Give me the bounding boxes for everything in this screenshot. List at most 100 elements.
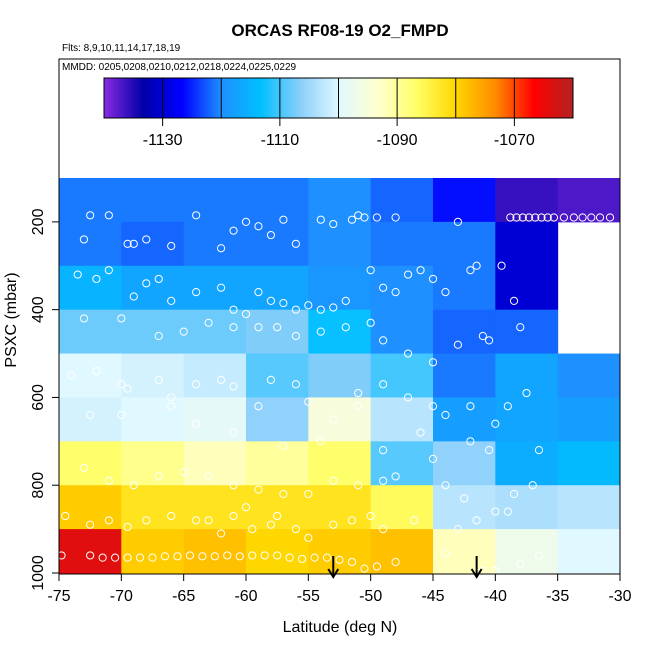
observation-point <box>192 288 201 297</box>
observation-point <box>559 213 569 222</box>
observation-point <box>229 511 238 521</box>
heatmap-cell <box>495 265 559 311</box>
observation-point <box>522 388 531 398</box>
observation-point <box>229 226 238 235</box>
observation-point <box>569 213 578 222</box>
observation-point <box>104 211 113 220</box>
observation-point <box>335 555 344 564</box>
heatmap-cell <box>370 265 434 311</box>
observation-point <box>254 485 263 494</box>
observation-point <box>428 358 438 367</box>
observation-point <box>472 516 481 525</box>
heatmap-cell <box>495 441 559 486</box>
heatmap-cell <box>59 353 122 398</box>
observation-point <box>198 552 207 561</box>
heatmap-cell <box>246 397 309 442</box>
heatmap-cell <box>433 178 496 223</box>
observation-point <box>316 327 325 336</box>
observation-point <box>441 549 450 558</box>
arrow-markers <box>327 556 483 579</box>
heatmap-cell <box>433 353 496 398</box>
observation-point <box>167 241 176 251</box>
observation-point <box>185 551 194 560</box>
heatmap-cell <box>370 397 434 442</box>
observation-point <box>491 419 500 428</box>
observation-point <box>104 266 113 275</box>
heatmap-cell <box>121 441 185 486</box>
observation-point <box>509 489 519 499</box>
observation-point <box>260 551 269 560</box>
heatmap-cell <box>246 529 309 574</box>
observation-point <box>354 388 363 398</box>
observation-point <box>192 516 201 525</box>
observation-point <box>329 303 338 312</box>
observation-point <box>142 279 151 288</box>
heatmap-cell <box>370 309 434 355</box>
arrow-head <box>470 568 483 579</box>
observation-point <box>279 441 288 450</box>
observation-point <box>304 301 313 310</box>
heatmap-cell <box>495 221 559 267</box>
observation-point <box>379 380 388 389</box>
observation-point <box>310 553 319 562</box>
observation-point <box>61 511 70 521</box>
heatmap-cell <box>557 353 621 398</box>
observation-points <box>57 211 615 575</box>
observation-point <box>266 520 276 529</box>
heatmap-cell <box>370 441 434 486</box>
observation-point <box>86 211 95 220</box>
observation-point <box>73 270 82 279</box>
heatmap-cell <box>183 178 247 223</box>
observation-point <box>98 553 107 562</box>
observation-point <box>223 551 232 560</box>
y-tick-label: 400 <box>30 296 47 323</box>
observation-point <box>466 266 475 275</box>
observation-point <box>366 318 375 327</box>
y-axis: 200 400 600 800 1000 <box>30 208 59 591</box>
observation-point <box>129 481 138 490</box>
observation-point <box>179 467 188 477</box>
observation-point <box>453 340 463 349</box>
observation-point <box>117 314 126 323</box>
observation-point <box>347 557 357 567</box>
observation-point <box>241 309 251 319</box>
heatmap-cell <box>246 178 309 223</box>
observation-point <box>509 296 519 305</box>
observation-point <box>266 375 276 384</box>
observation-point <box>441 288 450 297</box>
x-axis: -75 -70 -65 -60 -55 -50 -45 -40 -35 -30 <box>47 574 632 605</box>
observation-point <box>524 213 534 222</box>
observation-point <box>92 367 101 376</box>
heatmap-cell <box>557 441 621 486</box>
observation-point <box>366 511 375 521</box>
heatmap-cell <box>121 178 185 223</box>
dates-subtitle: MMDD: 0205,0208,0210,0212,0218,0224,0225… <box>62 62 297 73</box>
observation-point <box>360 213 369 222</box>
observation-point <box>167 402 176 411</box>
observation-point <box>154 472 163 481</box>
observation-point <box>229 323 238 332</box>
observation-point <box>329 219 338 229</box>
observation-point <box>341 323 350 332</box>
observation-point <box>279 298 288 308</box>
heatmap-cell <box>557 529 621 574</box>
x-tick-label: -30 <box>608 588 631 605</box>
observation-point <box>372 213 381 222</box>
heatmap-cell <box>246 309 309 355</box>
observation-point <box>167 296 176 305</box>
observation-point <box>416 266 425 275</box>
observation-point <box>291 380 300 389</box>
observation-point <box>129 292 138 301</box>
observation-point <box>460 494 469 503</box>
observation-point <box>428 454 438 463</box>
observation-point <box>316 215 325 224</box>
chart-title: ORCAS RF08-19 O2_FMPD <box>231 21 448 40</box>
observation-point <box>273 551 282 560</box>
observation-point <box>279 489 288 499</box>
heatmap-cell <box>183 309 247 355</box>
observation-point <box>285 553 294 562</box>
observation-point <box>379 446 388 455</box>
heatmap-cell <box>495 485 559 530</box>
heatmap-cell <box>246 265 309 311</box>
observation-point <box>142 235 151 244</box>
